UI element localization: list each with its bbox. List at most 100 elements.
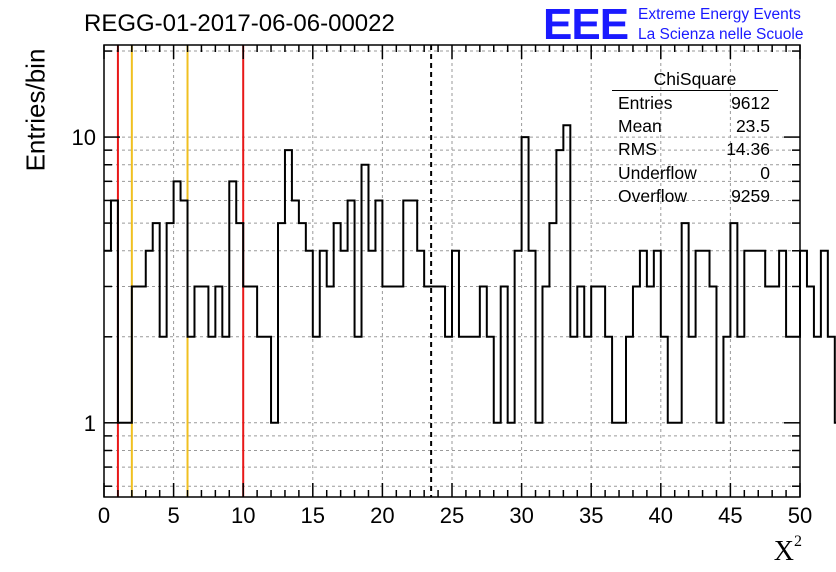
x-axis-label-sup: 2 [794, 532, 802, 550]
stats-title: ChiSquare [653, 69, 737, 89]
histogram-bar [605, 337, 612, 497]
histogram-bar [201, 286, 208, 497]
histogram-bar [313, 337, 320, 497]
x-tick-label: 40 [649, 503, 673, 528]
histogram-bar [814, 337, 821, 497]
histogram-bar [104, 251, 111, 497]
stats-value: 14.36 [726, 139, 770, 160]
histogram-bar [800, 251, 807, 497]
histogram-bar [341, 251, 348, 497]
stats-value: 9259 [731, 185, 770, 206]
histogram-bar [744, 251, 751, 497]
x-tick-label: 20 [370, 503, 394, 528]
histogram-bar [466, 337, 473, 497]
x-tick-label: 50 [788, 503, 812, 528]
eee-logo-line1: Extreme Energy Events [638, 6, 801, 23]
histogram-bar [396, 286, 403, 497]
histogram-bar [570, 337, 577, 497]
histogram-bar [779, 251, 786, 497]
histogram-bar [208, 337, 215, 497]
histogram-bar [389, 286, 396, 497]
histogram-bar [431, 286, 438, 497]
histogram-bar [139, 286, 146, 497]
histogram-bar [132, 286, 139, 497]
y-tick-label: 10 [72, 125, 96, 150]
histogram-bar [542, 286, 549, 497]
stats-key: Overflow [618, 185, 688, 206]
histogram-bar [751, 251, 758, 497]
y-axis-label: Entries/bin [20, 48, 51, 172]
histogram-bar [703, 251, 710, 497]
stats-value: 0 [760, 162, 770, 183]
stats-divider [612, 90, 778, 91]
stats-box: ChiSquare Entries 9612 Mean 23.5 RMS 14.36 … [612, 68, 778, 208]
histogram-bar [515, 251, 522, 497]
histogram-bar [410, 200, 417, 497]
stats-key: Underflow [618, 162, 697, 183]
eee-logo-mark: EEE [543, 0, 629, 49]
histogram-bar [375, 200, 382, 497]
histogram-bar [348, 200, 355, 497]
histogram-bar [710, 286, 717, 497]
histogram-bar [327, 286, 334, 497]
histogram-bar [536, 423, 543, 497]
histogram-bar [278, 223, 285, 497]
histogram-bar [174, 181, 181, 497]
histogram-bar [612, 423, 619, 497]
histogram-bar [730, 223, 737, 497]
histogram-bar [118, 423, 125, 497]
histogram-bar [306, 251, 313, 497]
x-tick-label: 35 [579, 503, 603, 528]
histogram-bar [682, 223, 689, 497]
histogram-bar [529, 251, 536, 497]
histogram-bar [737, 337, 744, 497]
histogram-bar [668, 423, 675, 497]
histogram-bar [271, 423, 278, 497]
histogram-bar [494, 423, 501, 497]
histogram-bar [362, 165, 369, 497]
histogram-bar [188, 337, 195, 497]
histogram-bar [250, 286, 257, 497]
histogram-bar [459, 337, 466, 497]
eee-logo-line2: La Scienza nelle Scuole [638, 26, 804, 43]
histogram-bar [723, 337, 730, 497]
histogram-bar [215, 286, 222, 497]
x-tick-label: 30 [509, 503, 533, 528]
histogram-bar [473, 337, 480, 497]
stats-row-underflow: Underflow 0 [612, 162, 778, 185]
histogram-bar [355, 337, 362, 497]
histogram-bar [758, 251, 765, 497]
histogram-bar [236, 223, 243, 497]
histogram-bar [264, 337, 271, 497]
histogram-bar [549, 223, 556, 497]
histogram-bar [222, 337, 229, 497]
stats-row-entries: Entries 9612 [612, 92, 778, 115]
histogram-bar [556, 150, 563, 497]
x-tick-label: 25 [440, 503, 464, 528]
histogram-bar [334, 223, 341, 497]
x-axis-label: X2 [774, 532, 802, 568]
histogram-bar [424, 286, 431, 497]
histogram-bar [403, 200, 410, 497]
histogram-bar [487, 337, 494, 497]
stats-key: RMS [618, 139, 657, 160]
histogram-bar [417, 251, 424, 497]
histogram-bar [675, 423, 682, 497]
x-tick-label: 15 [301, 503, 325, 528]
histogram-bar [292, 200, 299, 497]
histogram-bar [647, 286, 654, 497]
histogram-bar [153, 223, 160, 497]
histogram-bar [633, 286, 640, 497]
x-tick-label: 0 [98, 503, 110, 528]
histogram-bar [445, 337, 452, 497]
stats-value: 23.5 [735, 116, 770, 137]
histogram-bar [563, 125, 570, 497]
x-tick-label: 5 [167, 503, 179, 528]
histogram-bar [598, 286, 605, 497]
histogram-bar [584, 337, 591, 497]
stats-value: 9612 [731, 93, 770, 113]
histogram-bar [786, 337, 793, 497]
histogram-bar [167, 223, 174, 497]
histogram-bar [654, 251, 661, 497]
